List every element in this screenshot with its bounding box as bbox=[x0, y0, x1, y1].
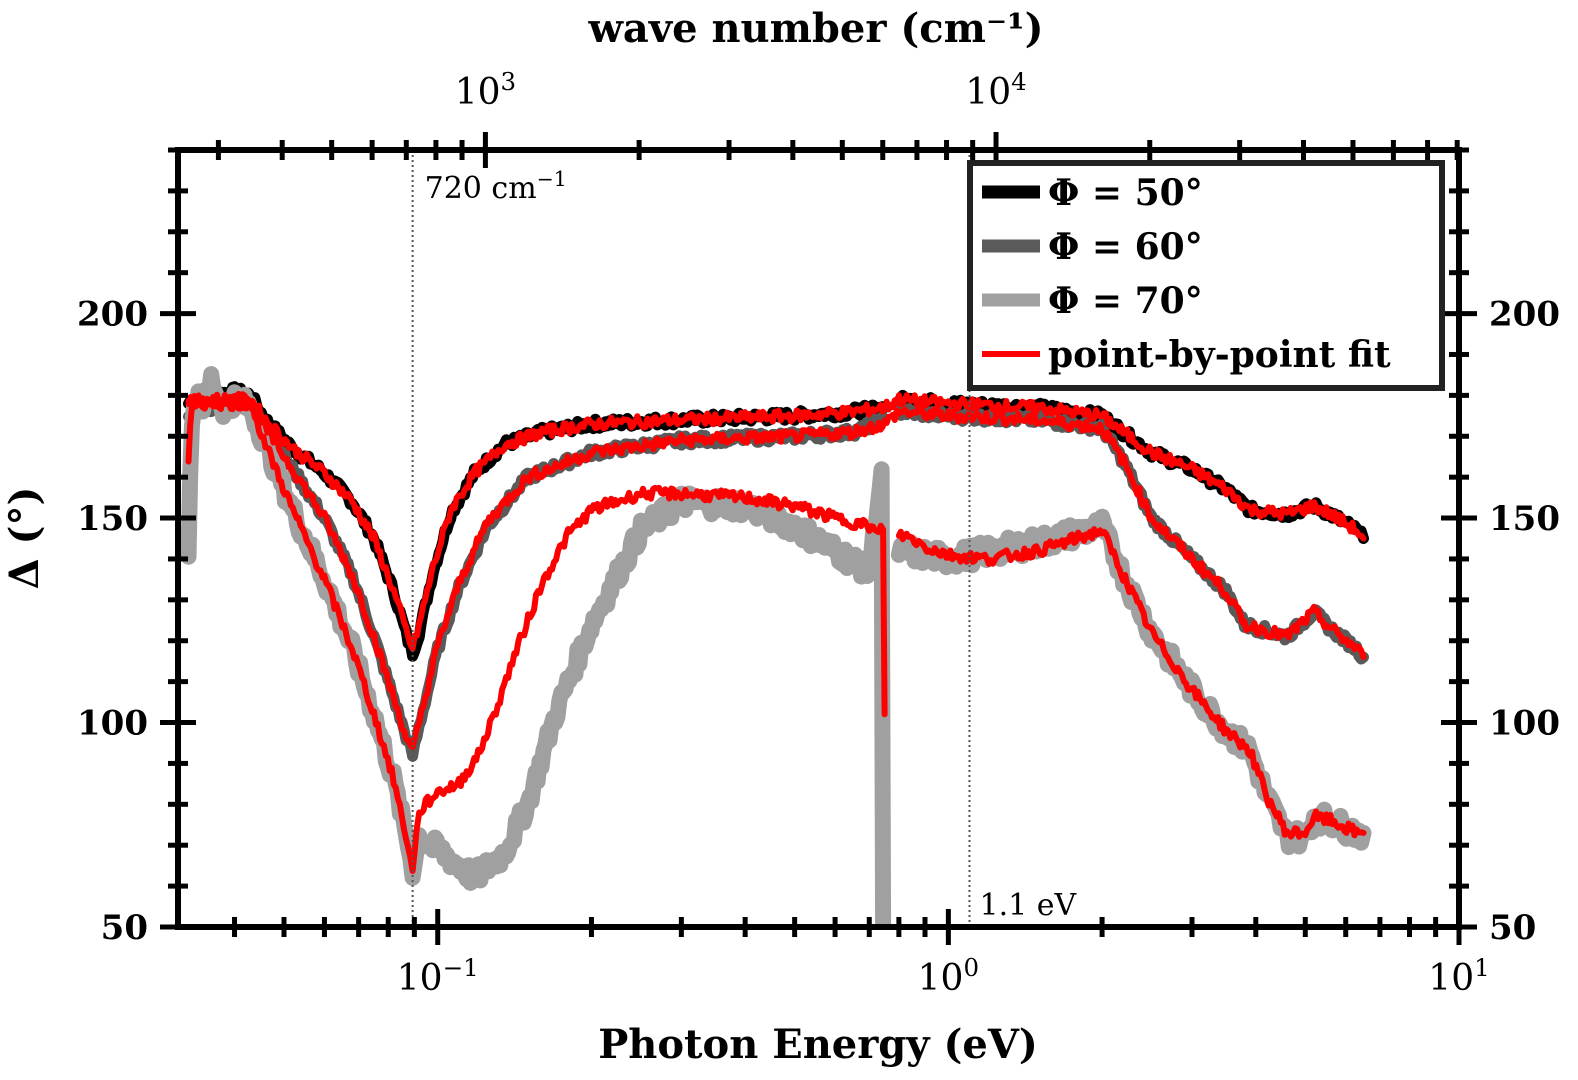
x-axis-title: Photon Energy (eV) bbox=[598, 1021, 1038, 1068]
y-tick-label-right-2: 150 bbox=[1489, 499, 1560, 539]
series-line-3-0 bbox=[185, 390, 1367, 652]
y-tick-label-left-3: 200 bbox=[77, 295, 148, 335]
legend-label-1: Φ = 60° bbox=[1048, 226, 1203, 268]
y-tick-label-right-0: 50 bbox=[1489, 908, 1536, 948]
x-tick-label-1: 100 bbox=[918, 953, 979, 999]
y-tick-label-left-2: 150 bbox=[77, 499, 148, 539]
legend-box bbox=[967, 160, 1445, 391]
series-layer bbox=[180, 366, 1372, 927]
x-tick-label-2: 101 bbox=[1428, 953, 1489, 999]
label-layer: 10−1 100 101 103 104 50 50 100 100 150 150 200 200 72… bbox=[77, 67, 1560, 999]
plot-frame bbox=[175, 147, 1462, 930]
top-axis-title: wave number (cm⁻¹) bbox=[587, 5, 1043, 52]
y-tick-label-right-1: 100 bbox=[1489, 704, 1560, 744]
top-tick-label-1: 104 bbox=[965, 67, 1026, 113]
top-tick-label-0: 103 bbox=[455, 67, 516, 113]
x-tick-label-0: 10−1 bbox=[397, 953, 479, 999]
annotation-label-0: 720 cm−1 bbox=[425, 167, 567, 206]
series-line-3-3 bbox=[895, 526, 1367, 840]
legend-label-2: Φ = 70° bbox=[1048, 280, 1203, 322]
y-tick-label-left-0: 50 bbox=[101, 908, 148, 948]
y-tick-label-right-3: 200 bbox=[1489, 295, 1560, 335]
tick-layer bbox=[160, 132, 1477, 945]
legend-label-0: Φ = 50° bbox=[1048, 172, 1203, 214]
annotation-label-1: 1.1 eV bbox=[980, 888, 1078, 923]
series-line-3-2 bbox=[185, 392, 888, 874]
series-line-3-1 bbox=[185, 395, 1367, 751]
y-axis-title: Δ (°) bbox=[1, 487, 48, 590]
y-tick-label-left-1: 100 bbox=[77, 704, 148, 744]
legend: Φ = 50° Φ = 60° Φ = 70° point-by-point fit bbox=[967, 160, 1445, 391]
legend-label-3: point-by-point fit bbox=[1048, 334, 1391, 376]
